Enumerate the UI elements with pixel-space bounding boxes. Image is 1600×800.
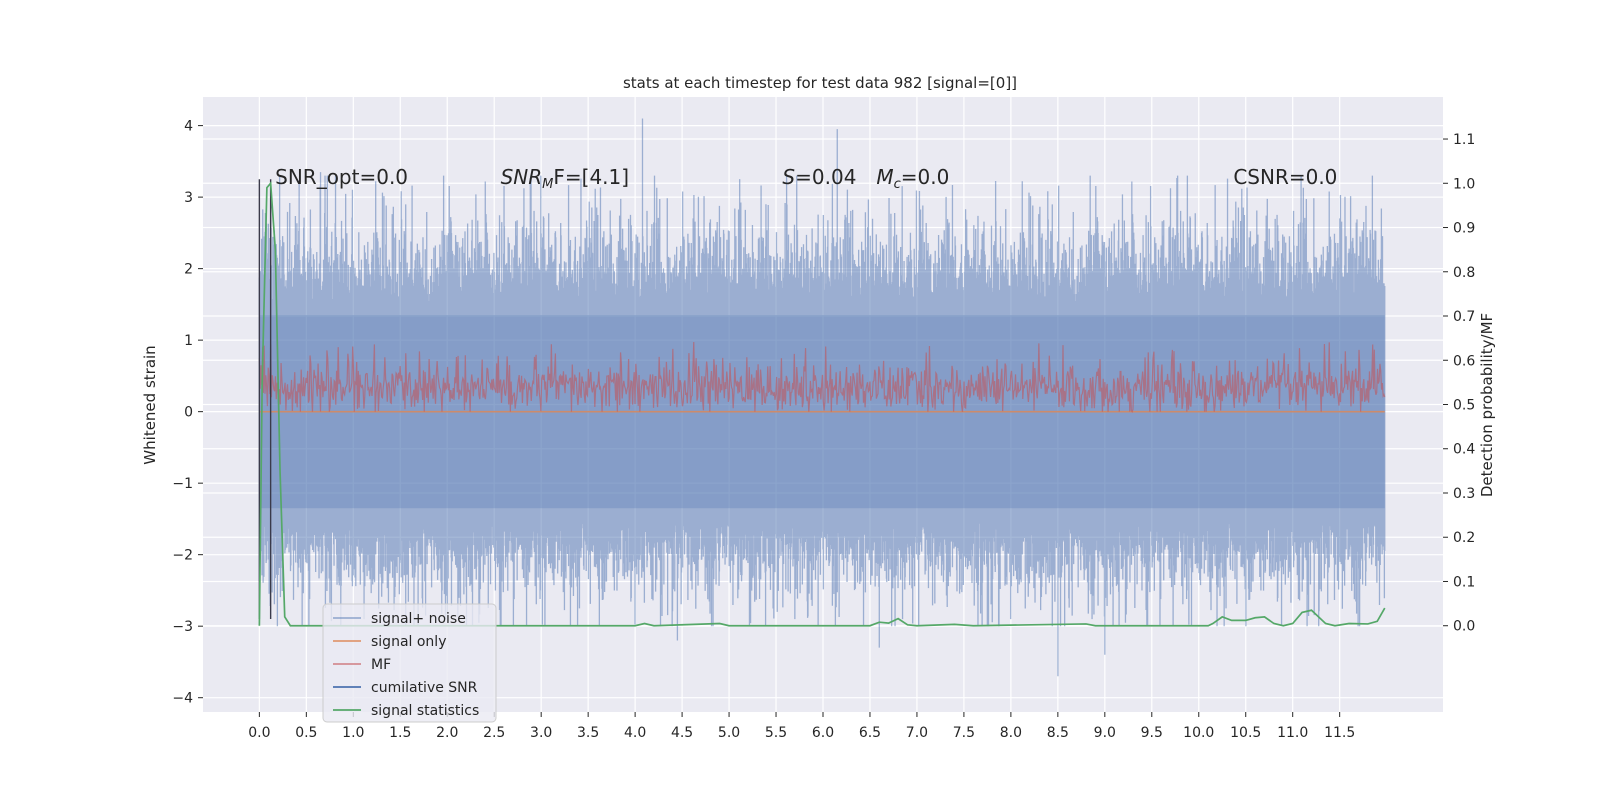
annotation-4: CSNR=0.0	[1233, 165, 1337, 189]
annotation-sub: c	[894, 177, 901, 192]
y-left-tick-label: −1	[172, 476, 193, 492]
y-axis-label-right: Detection probability/MF	[1478, 313, 1496, 497]
y-axis-label-left: Whitened strain	[141, 345, 159, 464]
y-left-tick-label: −2	[172, 548, 193, 564]
annotation-2: S=0.04	[782, 165, 856, 189]
annotation-suffix: F=[4.1]	[553, 165, 629, 189]
x-tick-label: 10.5	[1230, 725, 1261, 741]
legend-label: MF	[371, 657, 391, 673]
annotation-main: M	[876, 165, 893, 189]
y-right-tick-label: 1.1	[1453, 132, 1475, 148]
y-left-tick-label: 1	[184, 333, 193, 349]
y-left-tick-label: 0	[184, 405, 193, 421]
legend-label: signal+ noise	[371, 611, 466, 627]
x-tick-label: 11.0	[1277, 725, 1308, 741]
y-right-tick-label: 1.0	[1453, 176, 1475, 192]
series-layer	[258, 118, 1386, 677]
x-tick-label: 1.0	[342, 725, 364, 741]
legend-label: signal statistics	[371, 703, 479, 719]
x-tick-label: 0.0	[248, 725, 270, 741]
y-right-tick-label: 0.3	[1453, 486, 1475, 502]
axis-ticks: 0.0 0.5 1.0 1.5 2.0 2.5 3.0 3.5 4.0 4.5 5.0 5.5 6.0 6…	[172, 119, 1475, 741]
annotation-main: SNR	[501, 165, 543, 189]
annotation-0: SNR_opt=0.0	[275, 165, 408, 189]
y-left-tick-label: −3	[172, 619, 193, 635]
annotation-main: S	[782, 165, 795, 189]
legend-box	[322, 603, 497, 723]
annotations: SNR_opt=0.0 SNRMF=[4.1] S=0.04 Mc=0.0 CSNR=0…	[275, 165, 1337, 192]
legend: signal+ noise signal only MF cumilative SNR…	[322, 603, 497, 723]
annotation-sub: M	[542, 177, 553, 192]
x-tick-label: 3.0	[530, 725, 552, 741]
series-mf	[258, 342, 1386, 413]
legend-label: signal only	[371, 634, 446, 650]
x-tick-label: 10.0	[1183, 725, 1214, 741]
y-right-tick-label: 0.7	[1453, 309, 1475, 325]
y-left-tick-label: 4	[184, 119, 193, 135]
annotation-1: SNRMF=[4.1]	[501, 165, 629, 192]
series-signal-statistics	[258, 181, 1386, 627]
x-tick-label: 4.5	[671, 725, 693, 741]
y-right-tick-label: 0.9	[1453, 221, 1475, 237]
x-tick-label: 9.5	[1141, 725, 1163, 741]
x-tick-label: 5.5	[765, 725, 787, 741]
annotation-3: Mc=0.0	[876, 165, 949, 192]
x-tick-label: 6.0	[812, 725, 834, 741]
x-tick-label: 9.0	[1094, 725, 1116, 741]
x-tick-label: 7.0	[906, 725, 928, 741]
y-right-tick-label: 0.2	[1453, 530, 1475, 546]
y-right-tick-label: 0.8	[1453, 265, 1475, 281]
x-tick-label: 11.5	[1324, 725, 1355, 741]
y-left-tick-label: −4	[172, 691, 193, 707]
x-tick-label: 2.5	[483, 725, 505, 741]
annotation-main: SNR_opt=0.0	[275, 165, 408, 189]
x-tick-label: 6.5	[859, 725, 881, 741]
x-tick-label: 0.5	[295, 725, 317, 741]
x-tick-label: 3.5	[577, 725, 599, 741]
x-tick-label: 2.0	[436, 725, 458, 741]
annotation-main: CSNR=0.0	[1233, 165, 1337, 189]
x-tick-label: 8.5	[1047, 725, 1069, 741]
legend-label: cumilative SNR	[371, 680, 478, 696]
y-right-tick-label: 0.6	[1453, 353, 1475, 369]
x-tick-label: 1.5	[389, 725, 411, 741]
y-right-tick-label: 0.1	[1453, 574, 1475, 590]
x-tick-label: 4.0	[624, 725, 646, 741]
y-right-tick-label: 0.0	[1453, 619, 1475, 635]
x-tick-label: 7.5	[953, 725, 975, 741]
y-left-tick-label: 2	[184, 262, 193, 278]
x-tick-label: 5.0	[718, 725, 740, 741]
y-left-tick-label: 3	[184, 190, 193, 206]
y-right-tick-label: 0.5	[1453, 398, 1475, 414]
y-right-tick-label: 0.4	[1453, 442, 1475, 458]
chart-title: stats at each timestep for test data 982…	[623, 74, 1017, 92]
annotation-suffix: =0.0	[901, 165, 950, 189]
x-tick-label: 8.0	[1000, 725, 1022, 741]
annotation-suffix: =0.04	[795, 165, 856, 189]
